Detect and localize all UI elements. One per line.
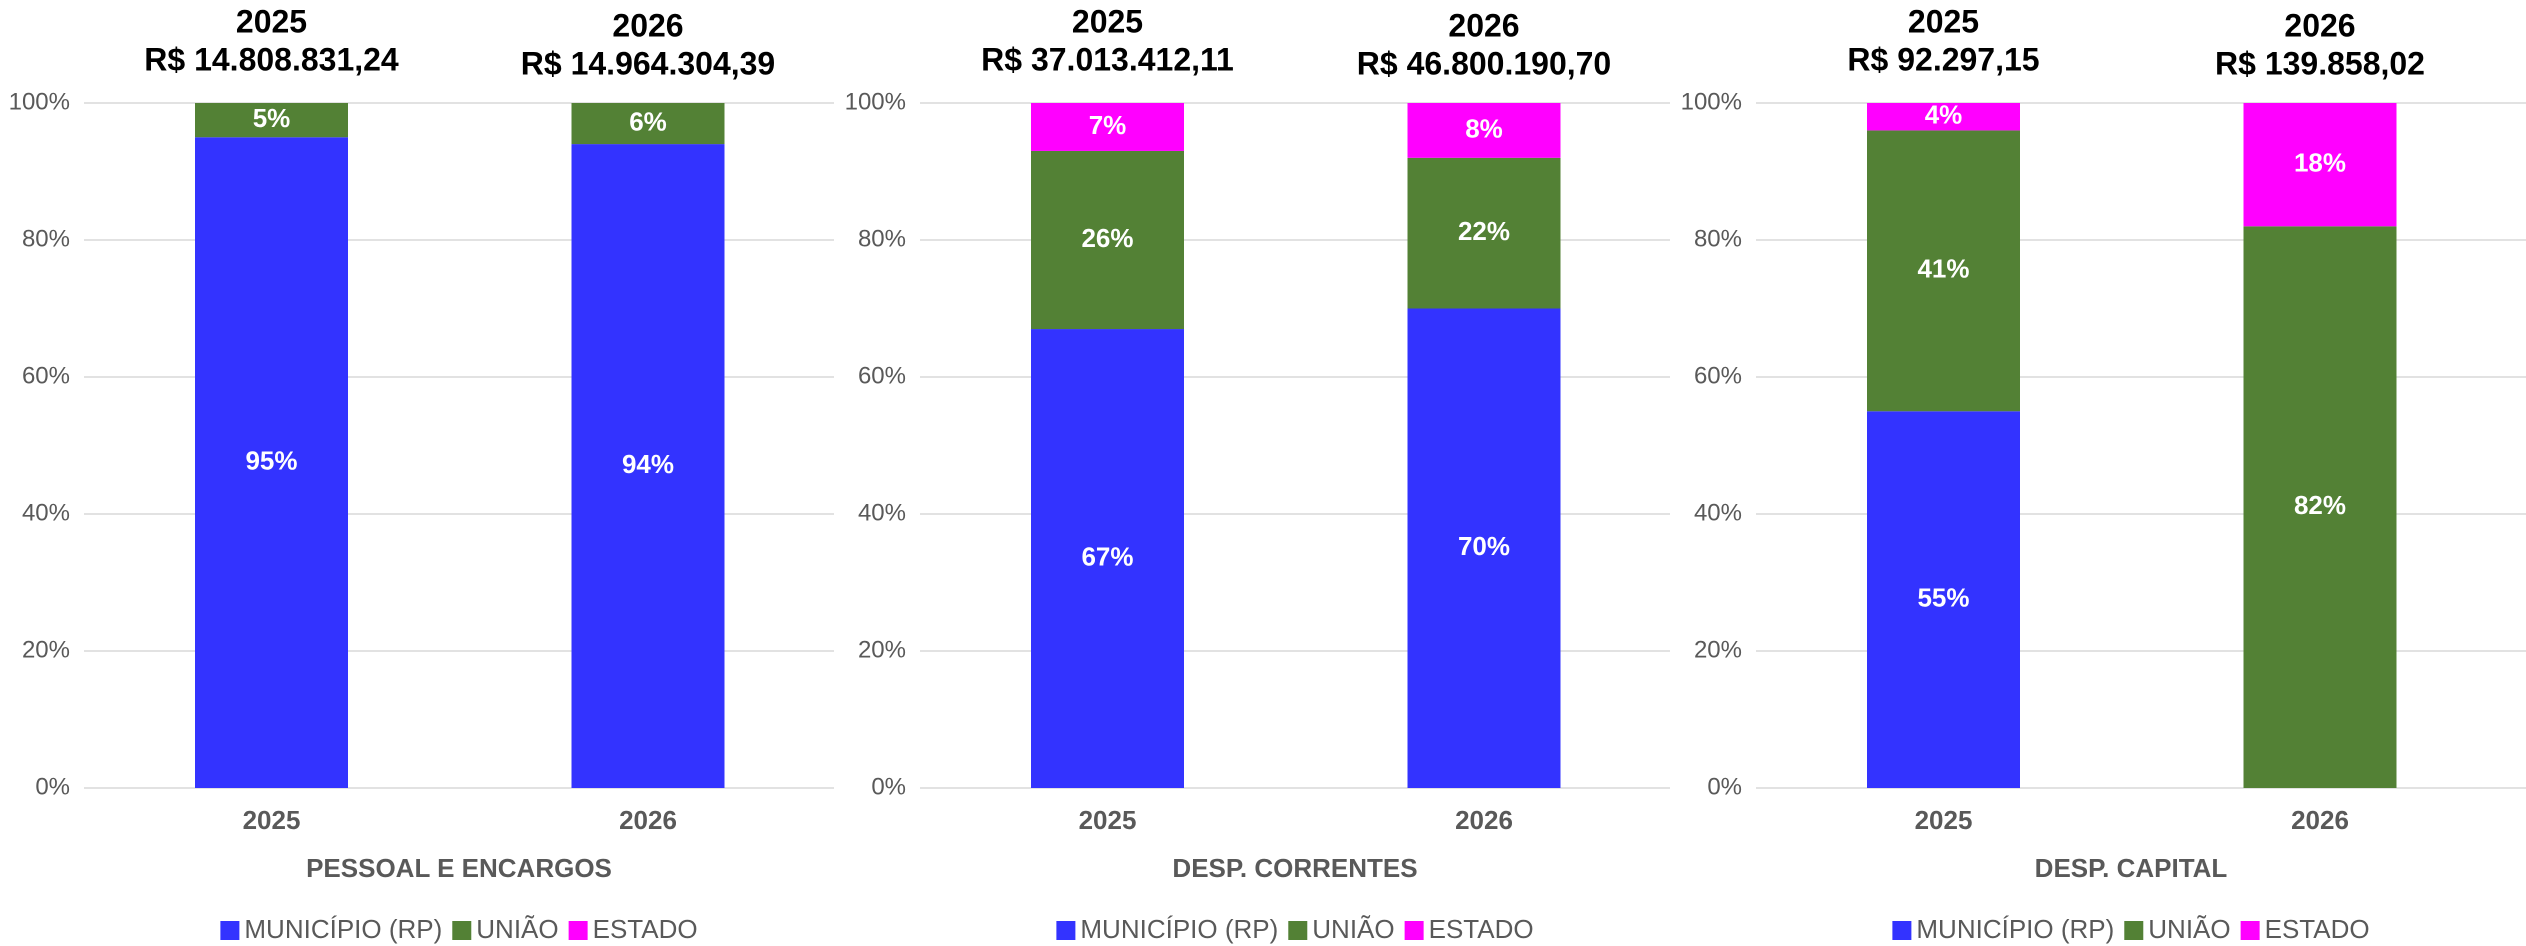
legend-label: UNIÃO — [2148, 914, 2230, 944]
data-label: 22% — [1458, 216, 1510, 246]
x-tick-label: 2025 — [1915, 805, 1973, 835]
legend-label: ESTADO — [1429, 914, 1534, 944]
legend: MUNICÍPIO (RP) UNIÃO ESTADO — [1056, 914, 1534, 944]
legend-label: MUNICÍPIO (RP) — [244, 914, 442, 944]
data-label: 82% — [2294, 490, 2346, 520]
bar-header-year: 2025 — [1072, 3, 1143, 39]
bar-segment — [1867, 103, 2020, 131]
y-tick-label: 40% — [22, 499, 70, 526]
x-tick-label: 2026 — [619, 805, 677, 835]
bar-segment — [1407, 103, 1561, 158]
bar-segment — [195, 103, 348, 138]
data-label: 6% — [629, 106, 667, 136]
y-tick-label: 80% — [858, 225, 906, 252]
legend-swatch — [1404, 921, 1424, 940]
legend-swatch — [1288, 921, 1308, 940]
y-tick-label: 80% — [22, 225, 70, 252]
bar-segment — [1867, 130, 2020, 412]
legend-label: MUNICÍPIO (RP) — [1080, 914, 1278, 944]
bar-segment — [1031, 329, 1184, 788]
data-label: 41% — [1917, 254, 1969, 284]
legend: MUNICÍPIO (RP) UNIÃO ESTADO — [220, 914, 698, 944]
bar-segment — [1031, 150, 1184, 330]
y-tick-label: 60% — [858, 362, 906, 389]
y-tick-label: 20% — [858, 636, 906, 663]
data-label: 70% — [1458, 531, 1510, 561]
y-tick-label: 20% — [1694, 636, 1742, 663]
x-tick-label: 2026 — [1455, 805, 1513, 835]
bar-segment — [571, 144, 725, 789]
y-tick-label: 100% — [1681, 88, 1742, 115]
legend-label: ESTADO — [2265, 914, 2370, 944]
legend-swatch — [220, 921, 240, 940]
legend-swatch — [568, 921, 588, 940]
bar-header-amount: R$ 14.964.304,39 — [521, 45, 775, 81]
legend-swatch — [452, 921, 472, 940]
bar-segment — [571, 103, 725, 145]
bar-segment — [2243, 226, 2397, 789]
x-tick-label: 2026 — [2291, 805, 2349, 835]
y-tick-label: 20% — [22, 636, 70, 663]
y-tick-label: 40% — [858, 499, 906, 526]
y-tick-label: 0% — [871, 773, 906, 800]
data-label: 95% — [245, 446, 297, 476]
legend-label: ESTADO — [593, 914, 698, 944]
y-tick-label: 100% — [845, 88, 906, 115]
data-label: 26% — [1081, 223, 1133, 253]
bar-header-year: 2025 — [236, 3, 307, 39]
bar-header-amount: R$ 14.808.831,24 — [144, 41, 399, 77]
bar-segment — [1867, 411, 2020, 788]
legend: MUNICÍPIO (RP) UNIÃO ESTADO — [1892, 914, 2370, 944]
bar-segment — [1031, 103, 1184, 151]
data-label: 7% — [1089, 110, 1127, 140]
data-label: 8% — [1465, 113, 1503, 143]
bar-header-amount: R$ 92.297,15 — [1847, 41, 2039, 77]
bar-header-year: 2026 — [2284, 7, 2355, 43]
y-tick-label: 0% — [35, 773, 70, 800]
x-tick-label: 2025 — [243, 805, 301, 835]
bar-segment — [195, 137, 348, 788]
bar-header-year: 2026 — [612, 7, 683, 43]
data-label: 5% — [253, 103, 291, 133]
legend-swatch — [2124, 921, 2144, 940]
data-label: 67% — [1081, 541, 1133, 571]
legend-swatch — [1056, 921, 1076, 940]
data-label: 94% — [622, 449, 674, 479]
y-tick-label: 100% — [9, 88, 70, 115]
bar-header-amount: R$ 139.858,02 — [2215, 45, 2425, 81]
x-tick-label: 2025 — [1079, 805, 1137, 835]
x-axis-title: DESP. CAPITAL — [2035, 853, 2228, 883]
bar-header-amount: R$ 37.013.412,11 — [981, 41, 1234, 77]
bar-segment — [1407, 157, 1561, 309]
bar-segment — [2243, 103, 2397, 227]
bar-header-year: 2026 — [1448, 7, 1519, 43]
data-label: 18% — [2294, 148, 2346, 178]
y-tick-label: 80% — [1694, 225, 1742, 252]
data-label: 55% — [1917, 583, 1969, 613]
bar-segment — [1407, 308, 1561, 788]
legend-label: UNIÃO — [476, 914, 558, 944]
legend-label: UNIÃO — [1312, 914, 1394, 944]
bar-header-year: 2025 — [1908, 3, 1979, 39]
x-axis-title: PESSOAL E ENCARGOS — [306, 853, 612, 883]
legend-label: MUNICÍPIO (RP) — [1916, 914, 2114, 944]
legend-swatch — [1892, 921, 1912, 940]
bar-header-amount: R$ 46.800.190,70 — [1357, 45, 1611, 81]
y-tick-label: 60% — [22, 362, 70, 389]
x-axis-title: DESP. CORRENTES — [1172, 853, 1417, 883]
y-tick-label: 40% — [1694, 499, 1742, 526]
y-tick-label: 0% — [1707, 773, 1742, 800]
y-tick-label: 60% — [1694, 362, 1742, 389]
legend-swatch — [2240, 921, 2260, 940]
data-label: 4% — [1925, 100, 1963, 130]
